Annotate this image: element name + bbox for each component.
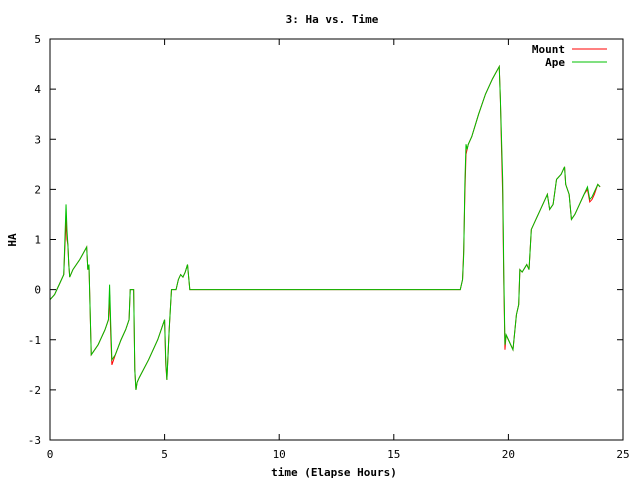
chart-title: 3: Ha vs. Time: [286, 13, 379, 26]
x-tick-label: 25: [616, 448, 629, 461]
x-tick-label: 10: [273, 448, 286, 461]
x-tick-label: 15: [387, 448, 400, 461]
legend-label-mount: Mount: [532, 43, 565, 56]
x-tick-label: 20: [502, 448, 515, 461]
y-tick-label: -1: [28, 334, 41, 347]
x-ticks: 0 5 10 15 20 25: [47, 39, 630, 461]
y-tick-label: 3: [34, 133, 41, 146]
y-tick-label: 0: [34, 284, 41, 297]
x-tick-label: 5: [161, 448, 168, 461]
y-tick-label: -3: [28, 434, 41, 447]
y-tick-label: -2: [28, 384, 41, 397]
y-tick-label: 4: [34, 83, 41, 96]
series-line-mount: [49, 64, 601, 390]
y-ticks: -3 -2 -1 0 1 2 3 4 5: [28, 33, 623, 447]
y-tick-label: 1: [34, 234, 41, 247]
x-tick-label: 0: [47, 448, 54, 461]
legend-label-ape: Ape: [545, 56, 565, 69]
series-group: [49, 64, 601, 390]
x-axis-label: time (Elapse Hours): [271, 466, 397, 479]
plot-frame: [49, 38, 624, 441]
y-tick-label: 5: [34, 33, 41, 46]
y-tick-label: 2: [34, 183, 41, 196]
y-axis-label: HA: [6, 233, 19, 247]
series-line-ape: [49, 64, 601, 390]
